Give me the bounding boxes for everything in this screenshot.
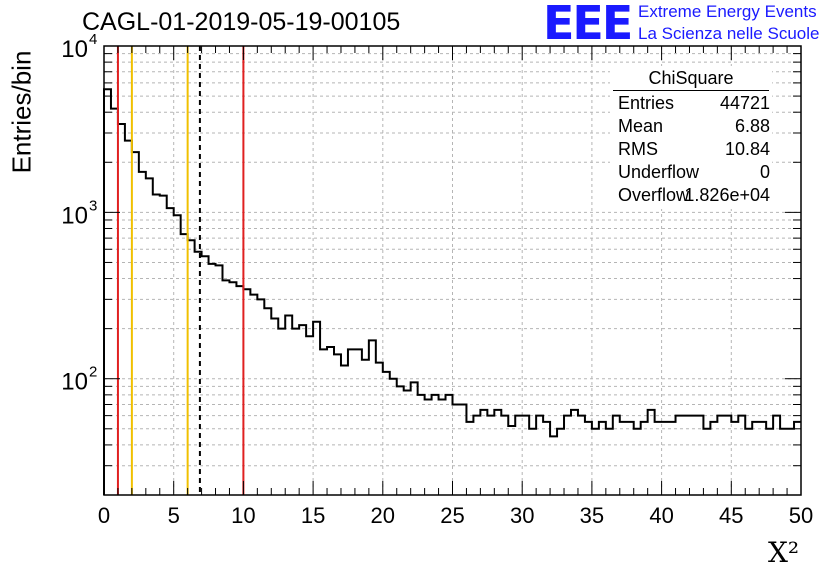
logo-line-2: La Scienza nelle Scuole (638, 24, 820, 43)
y-tick-label: 10 (61, 36, 88, 63)
x-tick-label: 15 (301, 503, 325, 528)
stats-row-underflow: Underflow 0 (618, 161, 770, 183)
x-axis-label: X² (768, 536, 800, 569)
stats-value: 0 (759, 162, 770, 182)
y-tick-label: 10 (61, 369, 88, 396)
x-tick-label: 5 (168, 503, 180, 528)
x-tick-label: 50 (789, 503, 813, 528)
stats-box: ChiSquare Entries 44721 Mean 6.88 RMS 10… (610, 66, 772, 209)
x-tick-label: 40 (649, 503, 673, 528)
eee-logo-mark: EEE (543, 0, 633, 50)
stats-row-overflow: Overflow 1.826e+04 (618, 184, 770, 206)
x-tick-label: 0 (98, 503, 110, 528)
stats-divider (613, 90, 769, 91)
y-axis-label: Entries/bin (6, 50, 37, 174)
y-tick-exponent: 4 (89, 31, 97, 48)
stats-key: Mean (618, 116, 664, 136)
stats-key: Underflow (618, 162, 700, 182)
x-tick-label: 35 (580, 503, 604, 528)
stats-value: 1.826e+04 (684, 185, 770, 205)
y-tick-exponent: 3 (89, 197, 97, 214)
x-tick-label: 45 (719, 503, 743, 528)
histogram-line (103, 88, 801, 495)
stats-value: 44721 (719, 93, 770, 113)
stats-row-entries: Entries 44721 (618, 92, 770, 114)
stats-row-mean: Mean 6.88 (618, 115, 770, 137)
stats-value: 10.84 (724, 139, 770, 159)
x-tick-label: 30 (510, 503, 534, 528)
stats-key: RMS (618, 139, 658, 159)
x-tick-label: 10 (231, 503, 255, 528)
x-tick-label: 25 (440, 503, 464, 528)
stats-value: 6.88 (734, 116, 770, 136)
stats-key: Entries (618, 93, 675, 113)
chart-title: CAGL-01-2019-05-19-00105 (82, 8, 401, 36)
logo-line-1: Extreme Energy Events (638, 2, 817, 21)
y-tick-exponent: 2 (89, 364, 97, 381)
x-tick-label: 20 (371, 503, 395, 528)
stats-key: Overflow (618, 185, 690, 205)
stats-row-rms: RMS 10.84 (618, 138, 770, 160)
stats-title: ChiSquare (648, 68, 734, 88)
y-tick-label: 10 (61, 202, 88, 229)
